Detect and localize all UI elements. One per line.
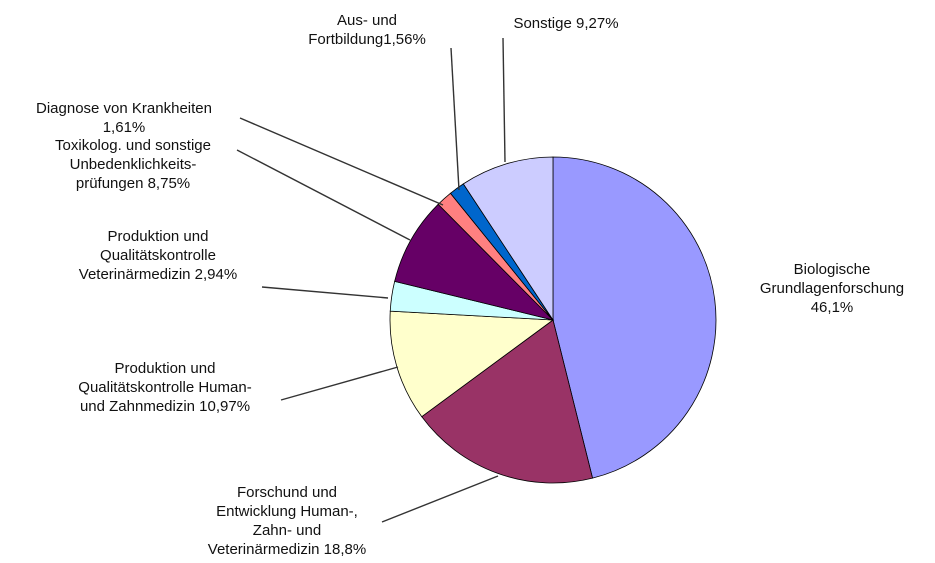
pie-slice-1 (421, 319, 594, 484)
leader-lines (236, 37, 506, 523)
slice-label-0: Biologische Grundlagenforschung 46,1% (760, 261, 904, 316)
slice-labels: Biologische Grundlagenforschung 46,1% Forsc… (36, 12, 904, 558)
slice-label-4-line-0: Toxikolog. und sonstige (55, 137, 211, 154)
pie-slices (389, 156, 717, 484)
slice-label-2-line-0: Produktion und (115, 360, 216, 377)
slice-label-6-line-1: Fortbildung1,56% (308, 31, 426, 48)
slice-label-5: Diagnose von Krankheiten 1,61% (36, 100, 212, 136)
slice-label-7-line-0: Sonstige 9,27% (513, 15, 618, 32)
leader-line-7 (502, 37, 506, 163)
slice-label-1: Forschund und Entwicklung Human-, Zahn- un… (208, 484, 366, 558)
leader-line-6 (450, 47, 460, 191)
slice-label-4-line-1: Unbedenklichkeits- (70, 156, 197, 173)
slice-label-0-line-2: 46,1% (811, 299, 854, 316)
leader-line-2 (280, 366, 399, 401)
leader-line-5 (239, 117, 444, 206)
slice-label-3: Produktion und Qualitätskontrolle Veterinä… (79, 228, 237, 283)
leader-line-4 (236, 149, 411, 241)
slice-label-0-line-1: Grundlagenforschung (760, 280, 904, 297)
slice-label-0-line-0: Biologische (794, 261, 871, 278)
slice-label-5-line-0: Diagnose von Krankheiten (36, 100, 212, 117)
leader-line-3 (261, 286, 389, 299)
slice-label-2-line-2: und Zahnmedizin 10,97% (80, 398, 250, 415)
pie-slice-4 (394, 203, 555, 321)
slice-label-1-line-1: Entwicklung Human-, (216, 503, 358, 520)
slice-label-5-line-1: 1,61% (103, 119, 146, 136)
slice-label-4: Toxikolog. und sonstige Unbedenklichkeits… (55, 137, 211, 192)
pie-slice-0 (552, 156, 717, 479)
slice-label-4-line-2: prüfungen 8,75% (76, 175, 190, 192)
leader-line-1 (381, 475, 499, 523)
slice-label-2: Produktion und Qualitätskontrolle Human-u… (78, 360, 251, 415)
slice-label-1-line-3: Veterinärmedizin 18,8% (208, 541, 366, 558)
pie-slice-2 (389, 310, 555, 418)
pie-slice-7 (462, 156, 554, 322)
slice-label-2-line-1: Qualitätskontrolle Human- (78, 379, 251, 396)
slice-label-3-line-2: Veterinärmedizin 2,94% (79, 266, 237, 283)
slice-label-6: Aus- und Fortbildung1,56% (308, 12, 426, 48)
slice-label-3-line-1: Qualitätskontrolle (100, 247, 216, 264)
slice-label-3-line-0: Produktion und (108, 228, 209, 245)
slice-label-1-line-2: Zahn- und (253, 522, 321, 539)
slice-label-7: Sonstige 9,27% (513, 15, 618, 32)
slice-label-6-line-0: Aus- und (337, 12, 397, 29)
slice-label-1-line-0: Forschund und (237, 484, 337, 501)
